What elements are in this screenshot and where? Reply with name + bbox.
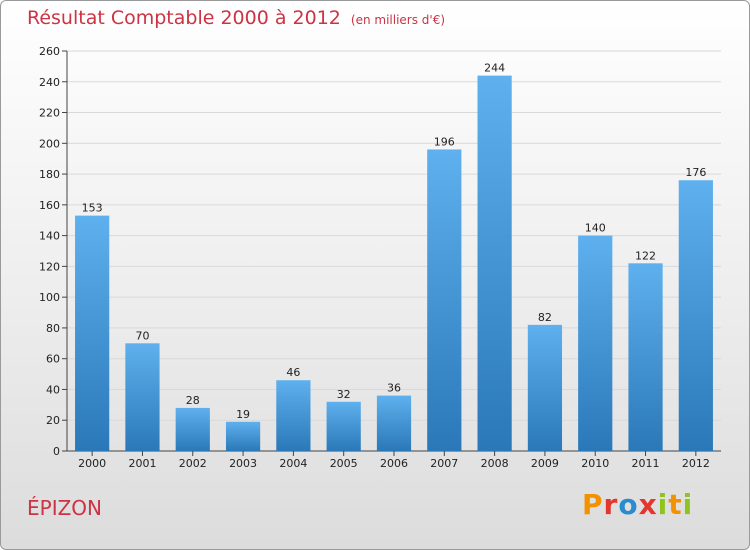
logo-letter: i [657,488,669,521]
y-tick-label: 0 [53,445,60,458]
x-tick-label: 2009 [531,457,559,470]
label-layer: 153 70 28 19 46 32 36 196 244 82 140 122 176 [82,62,707,421]
bar-2003[interactable] [225,421,261,451]
bar-2007[interactable] [427,149,462,451]
data-label: 140 [585,222,606,235]
x-tick-label: 2007 [430,457,458,470]
logo-letter: x [638,488,658,521]
commune-name: ÉPIZON [27,496,102,520]
y-tick-label: 20 [46,414,60,427]
data-label: 122 [635,249,656,262]
bar-layer [75,75,713,451]
proxiti-logo[interactable]: Proxiti [582,488,693,521]
bar-2011[interactable] [628,263,663,451]
x-tick-label: 2004 [279,457,307,470]
logo-letter: i [682,488,694,521]
chart-subtitle: (en milliers d'€) [350,13,446,27]
data-label: 46 [286,366,300,379]
bar-2009[interactable] [527,324,563,451]
data-label: 32 [337,388,351,401]
y-tick-label: 260 [39,45,60,58]
axis-layer: 0 20 40 60 80 100 120 140 160 180 200 220 240 260 2000… [39,45,721,470]
bar-2008[interactable] [477,75,512,451]
data-label: 82 [538,311,552,324]
logo-letter: o [618,488,639,521]
y-tick-label: 140 [39,230,60,243]
x-tick-label: 2000 [78,457,106,470]
logo-letter: t [668,488,683,521]
x-tick-label: 2011 [632,457,660,470]
bar-2005[interactable] [326,401,361,451]
x-tick-label: 2002 [179,457,207,470]
y-tick-label: 180 [39,168,60,181]
y-tick-label: 120 [39,260,60,273]
y-tick-label: 100 [39,291,60,304]
x-tick-label: 2005 [330,457,358,470]
bar-2001[interactable] [125,343,160,451]
title-row: Résultat Comptable 2000 à 2012 (en millie… [27,7,445,29]
logo-letter: P [582,488,604,521]
x-tick-label: 2012 [682,457,710,470]
x-tick-label: 2003 [229,457,257,470]
data-label: 36 [387,382,401,395]
data-label: 244 [484,62,505,75]
logo-letter: r [603,488,619,521]
data-label: 19 [236,408,250,421]
bar-2006[interactable] [376,395,412,451]
bar-2004[interactable] [276,380,311,451]
y-tick-label: 80 [46,322,60,335]
bar-2000[interactable] [75,215,110,451]
grid-layer [67,50,721,421]
data-label: 176 [685,166,706,179]
bar-2010[interactable] [578,235,613,451]
bar-2002[interactable] [175,407,210,451]
x-tick-label: 2006 [380,457,408,470]
y-tick-label: 240 [39,76,60,89]
x-tick-label: 2008 [481,457,509,470]
data-label: 70 [135,329,149,342]
y-tick-label: 40 [46,383,60,396]
data-label: 196 [434,135,455,148]
y-tick-label: 160 [39,199,60,212]
chart-title: Résultat Comptable 2000 à 2012 [27,7,341,29]
bar-2012[interactable] [678,180,713,451]
y-tick-label: 60 [46,353,60,366]
y-tick-label: 220 [39,107,60,120]
data-label: 28 [186,394,200,407]
x-tick-label: 2010 [581,457,609,470]
y-tick-label: 200 [39,137,60,150]
x-tick-label: 2001 [128,457,156,470]
data-label: 153 [82,202,103,215]
